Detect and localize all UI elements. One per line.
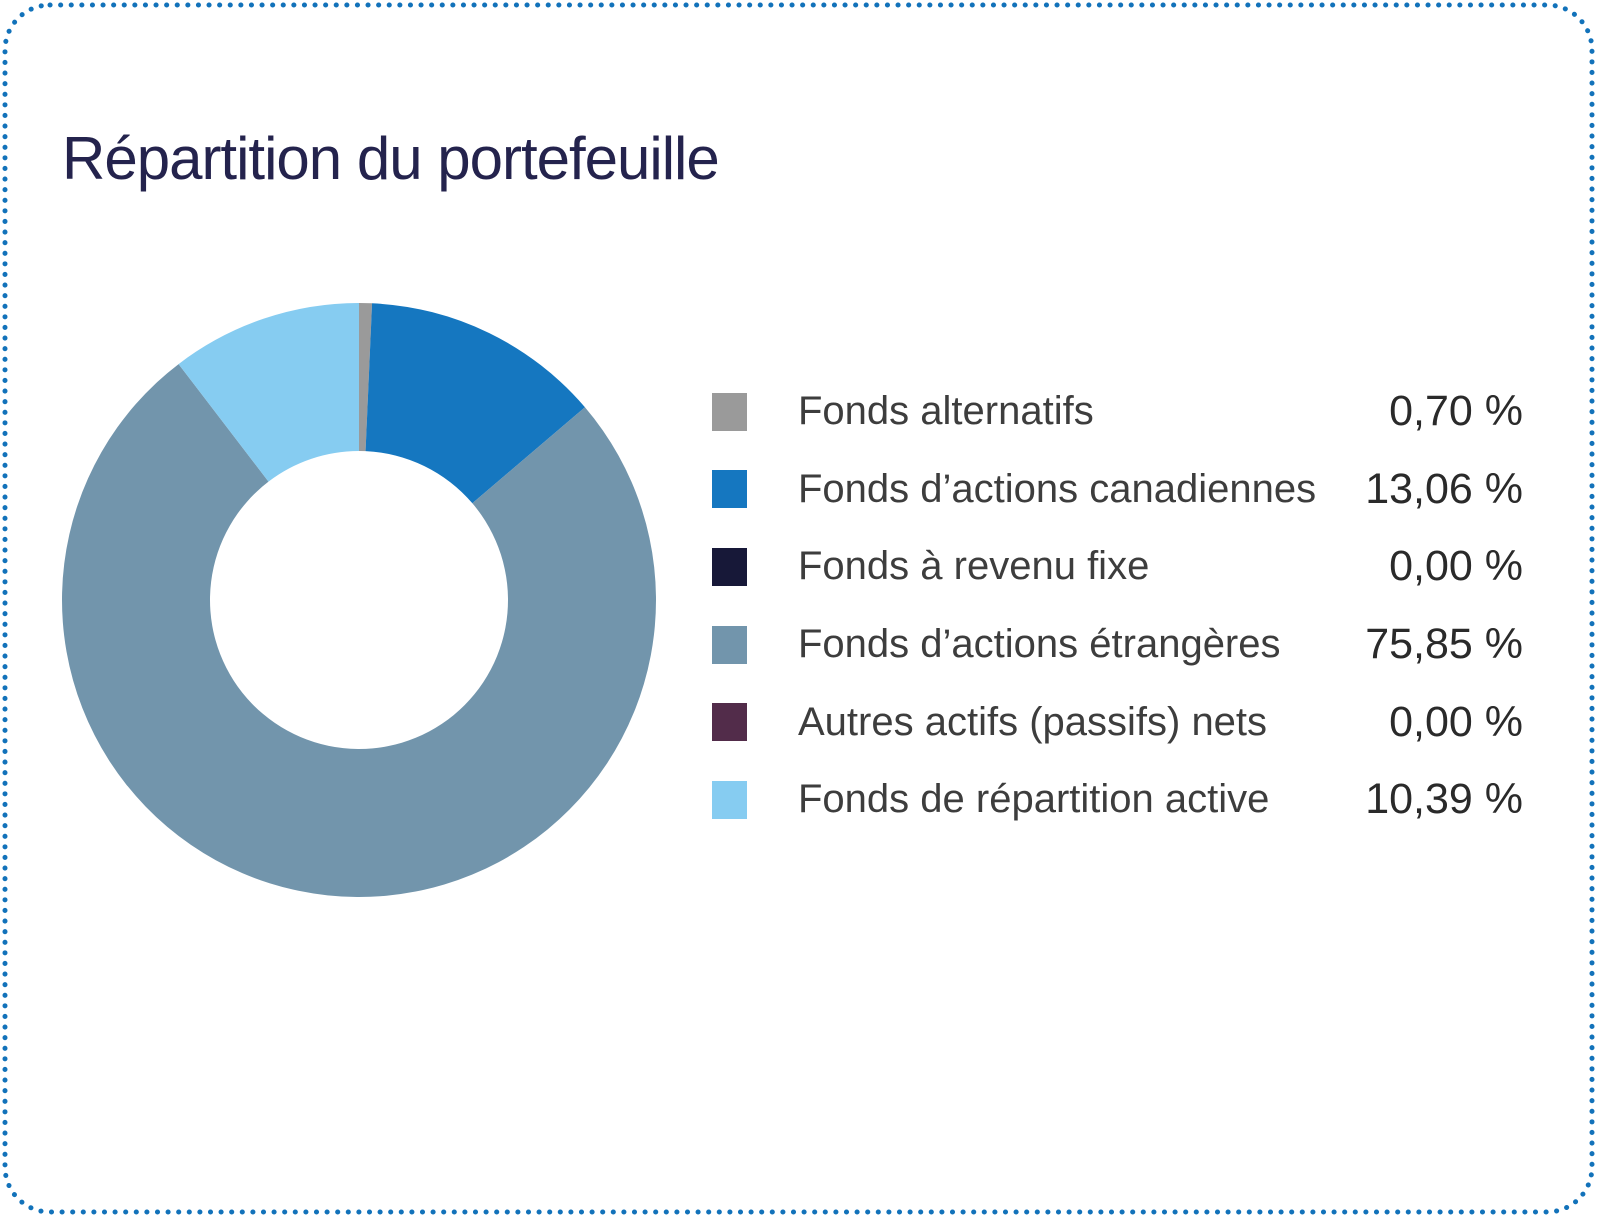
legend-color-swatch (712, 470, 747, 509)
legend-color-swatch (712, 780, 747, 819)
donut-slice (359, 303, 373, 452)
legend-value: 0,00 % (1389, 697, 1523, 746)
legend-row-fonds-actions-etrangeres: Fonds d’actions étrangères 75,85 % (712, 606, 1523, 684)
donut-slice (365, 303, 585, 504)
legend-label: Fonds alternatifs (798, 389, 1094, 434)
legend-value: 75,85 % (1365, 620, 1523, 669)
legend-row-autres-actifs-nets: Autres actifs (passifs) nets 0,00 % (712, 683, 1523, 761)
legend-label: Fonds d’actions étrangères (798, 622, 1281, 667)
legend-color-swatch (712, 392, 747, 431)
donut-slice (178, 303, 359, 482)
legend-label: Fonds à revenu fixe (798, 544, 1150, 589)
legend-label: Fonds d’actions canadiennes (798, 466, 1317, 511)
legend-value: 0,70 % (1389, 387, 1523, 436)
chart-legend: Fonds alternatifs 0,70 % Fonds d’actions… (712, 373, 1523, 839)
legend-value: 10,39 % (1365, 775, 1523, 824)
legend-color-swatch (712, 703, 747, 742)
legend-row-fonds-revenu-fixe: Fonds à revenu fixe 0,00 % (712, 528, 1523, 606)
legend-row-fonds-alternatifs: Fonds alternatifs 0,70 % (712, 373, 1523, 451)
legend-value: 13,06 % (1365, 464, 1523, 513)
legend-label: Autres actifs (passifs) nets (798, 699, 1268, 744)
legend-row-fonds-repartition-active: Fonds de répartition active 10,39 % (712, 761, 1523, 839)
donut-slice (62, 364, 657, 898)
legend-label: Fonds de répartition active (798, 777, 1270, 822)
chart-title: Répartition du portefeuille (62, 125, 720, 192)
legend-color-swatch (712, 547, 747, 586)
legend-row-fonds-actions-canadiennes: Fonds d’actions canadiennes 13,06 % (712, 451, 1523, 529)
legend-color-swatch (712, 625, 747, 664)
legend-value: 0,00 % (1389, 542, 1523, 591)
donut-chart (62, 303, 657, 898)
